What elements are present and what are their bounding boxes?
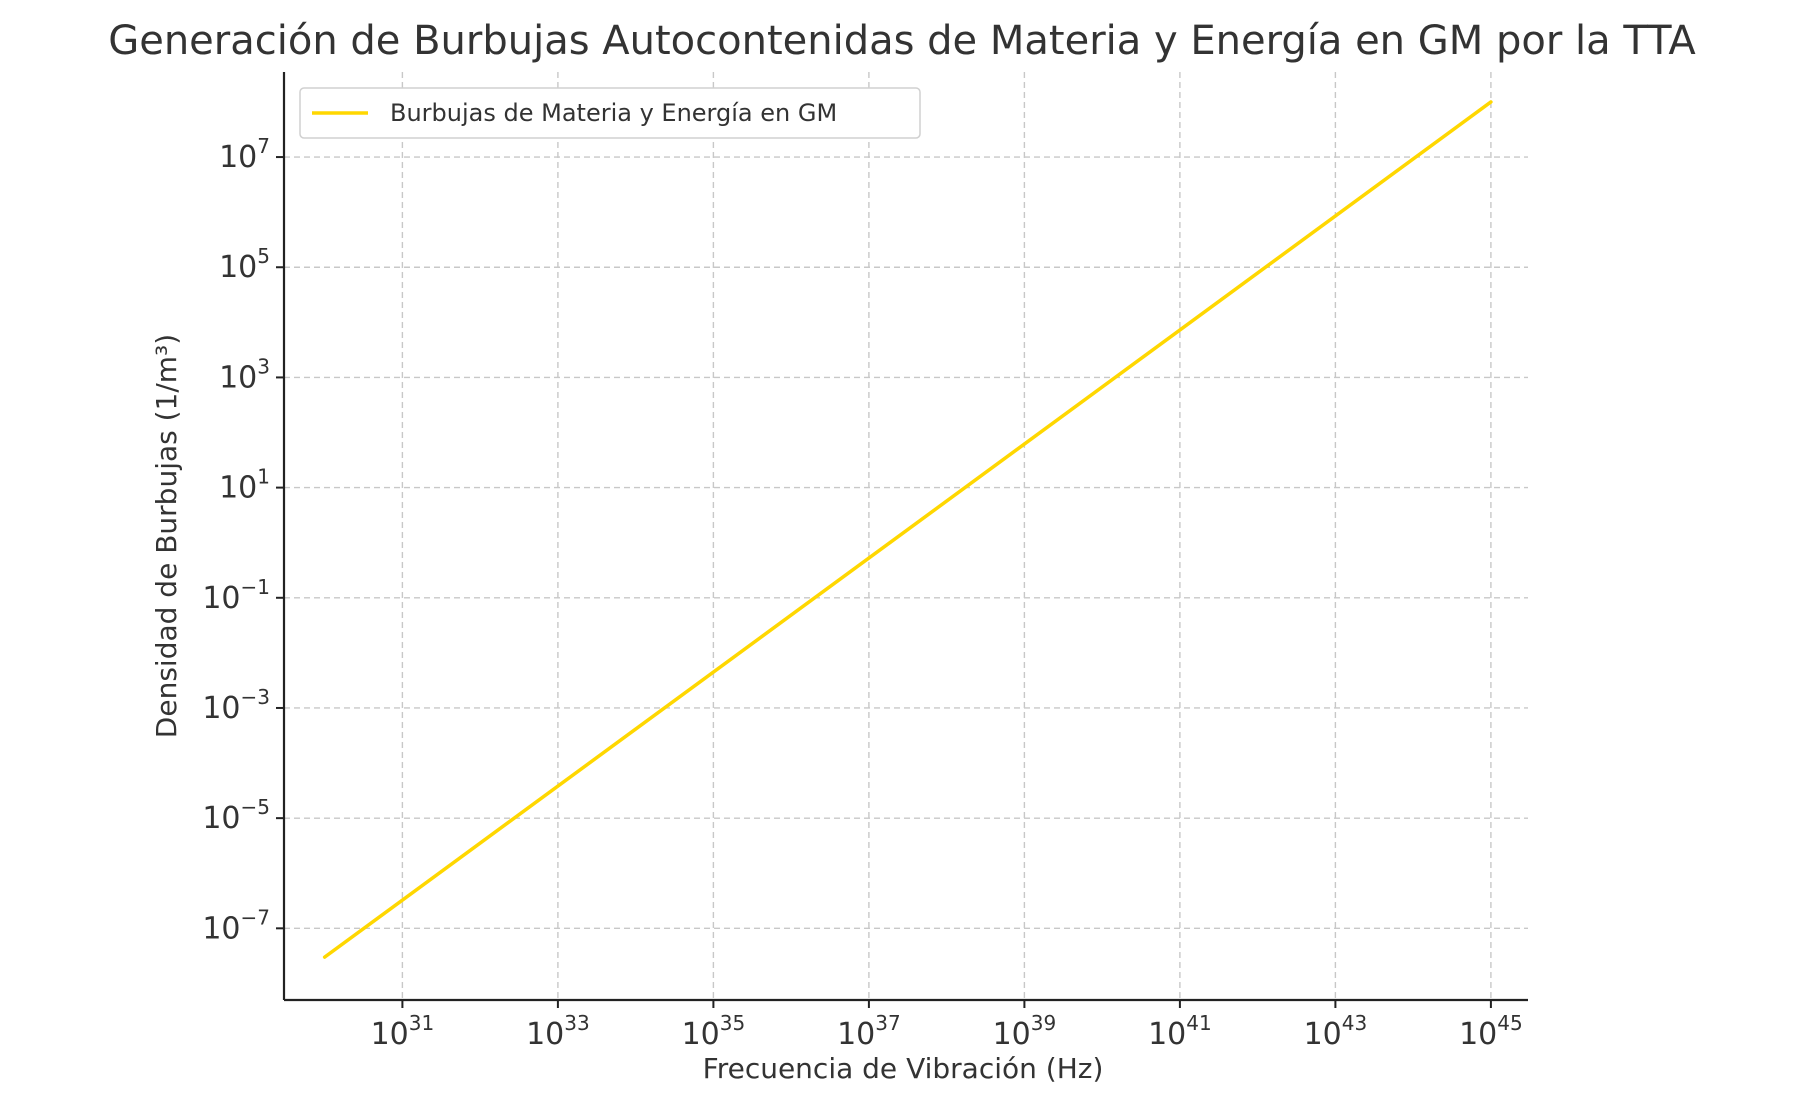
x-axis-label: Frecuencia de Vibración (Hz) <box>703 1052 1104 1085</box>
x-tick-label: 1039 <box>993 1011 1057 1052</box>
x-tick-label: 1033 <box>526 1011 590 1052</box>
x-tick-label: 1035 <box>682 1011 746 1052</box>
x-tick-label: 1041 <box>1148 1011 1212 1052</box>
legend-label: Burbujas de Materia y Energía en GM <box>390 99 837 127</box>
y-tick-label: 10−1 <box>202 575 270 616</box>
y-axis-label: Densidad de Burbujas (1/m³) <box>150 334 183 738</box>
grid <box>284 72 1528 1000</box>
x-tick-label: 1037 <box>837 1011 901 1052</box>
y-tick-label: 10−7 <box>202 905 270 946</box>
y-axis-ticks: 10−7 10−5 10−3 10−1 101 103 105 107 <box>202 134 284 946</box>
x-tick-label: 1031 <box>371 1011 435 1052</box>
y-tick-label: 10−3 <box>202 685 270 726</box>
y-tick-label: 107 <box>219 134 270 175</box>
y-tick-label: 10−5 <box>202 795 270 836</box>
legend-box <box>299 87 921 139</box>
x-tick-label: 1043 <box>1304 1011 1368 1052</box>
series-layer <box>322 100 1493 959</box>
series-line <box>322 100 1493 959</box>
y-tick-label: 101 <box>219 465 270 506</box>
y-tick-label: 103 <box>219 354 270 395</box>
chart-title: Generación de Burbujas Autocontenidas de… <box>108 18 1696 64</box>
x-tick-label: 1045 <box>1459 1011 1523 1052</box>
legend: Burbujas de Materia y Energía en GM <box>299 87 921 139</box>
axes <box>282 72 1528 1002</box>
x-axis-ticks: 1031 1033 1035 1037 1039 1041 1043 1045 <box>371 1000 1523 1052</box>
y-tick-label: 105 <box>219 244 270 285</box>
